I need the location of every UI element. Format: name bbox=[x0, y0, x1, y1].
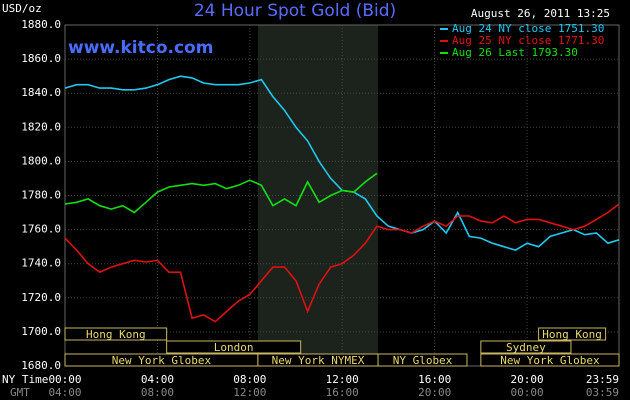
x2-tick-label: 03:59 bbox=[586, 386, 619, 399]
session-label: London bbox=[214, 341, 254, 354]
series-line bbox=[64, 203, 620, 323]
y-tick-label: 1800.0 bbox=[21, 154, 61, 167]
x-row-label: NY Time bbox=[2, 373, 48, 386]
y-tick-label: 1860.0 bbox=[21, 52, 61, 65]
y-tick-label: 1700.0 bbox=[21, 325, 61, 338]
x2-tick-label: 12:00 bbox=[233, 386, 266, 399]
session-label: New York NYMEX bbox=[272, 354, 365, 367]
x-tick-label: 04:00 bbox=[141, 373, 174, 386]
legend-entry: Aug 25 NY close 1771.30 bbox=[452, 34, 604, 47]
y-tick-label: 1740.0 bbox=[21, 257, 61, 270]
x-tick-label: 12:00 bbox=[326, 373, 359, 386]
y-tick-label: 1760.0 bbox=[21, 223, 61, 236]
session-box bbox=[64, 327, 168, 341]
y-tick-label: 1840.0 bbox=[21, 86, 61, 99]
x2-tick-label: 00:00 bbox=[510, 386, 543, 399]
x2-row-label: GMT bbox=[10, 386, 30, 399]
y-tick-label: 1820.0 bbox=[21, 120, 61, 133]
x-tick-label: 16:00 bbox=[418, 373, 451, 386]
x2-tick-label: 08:00 bbox=[141, 386, 174, 399]
session-box bbox=[166, 340, 302, 354]
y-tick-label: 1880.0 bbox=[21, 18, 61, 31]
session-box bbox=[480, 340, 572, 354]
x2-tick-label: 20:00 bbox=[418, 386, 451, 399]
x-tick-label: 20:00 bbox=[510, 373, 543, 386]
chart-title: 24 Hour Spot Gold (Bid) bbox=[194, 1, 396, 21]
x2-tick-label: 04:00 bbox=[48, 386, 81, 399]
x-tick-label: 00:00 bbox=[48, 373, 81, 386]
series-line bbox=[64, 172, 378, 214]
x2-tick-label: 16:00 bbox=[326, 386, 359, 399]
watermark: www.kitco.com bbox=[68, 38, 213, 58]
legend-entry: Aug 24 NY close 1751.30 bbox=[452, 22, 604, 35]
x-tick-label: 08:00 bbox=[233, 373, 266, 386]
session-label: Sydney bbox=[506, 341, 546, 354]
session-box bbox=[480, 353, 620, 367]
legend-entry: Aug 26 Last 1793.30 bbox=[452, 46, 578, 59]
session-label: New York Globex bbox=[112, 354, 212, 367]
y-tick-label: 1680.0 bbox=[21, 359, 61, 372]
session-label: NY Globex bbox=[393, 354, 453, 367]
y-tick-label: 1780.0 bbox=[21, 189, 61, 202]
session-box bbox=[377, 353, 468, 367]
x-tick-label: 23:59 bbox=[586, 373, 619, 386]
session-label: Hong Kong bbox=[542, 328, 602, 341]
date-label: August 26, 2011 13:25 bbox=[471, 7, 610, 20]
session-box bbox=[538, 327, 607, 341]
unit-label: USD/oz bbox=[2, 2, 42, 15]
session-label: Hong Kong bbox=[86, 328, 146, 341]
session-label: New York Globex bbox=[500, 354, 600, 367]
y-tick-label: 1720.0 bbox=[21, 291, 61, 304]
